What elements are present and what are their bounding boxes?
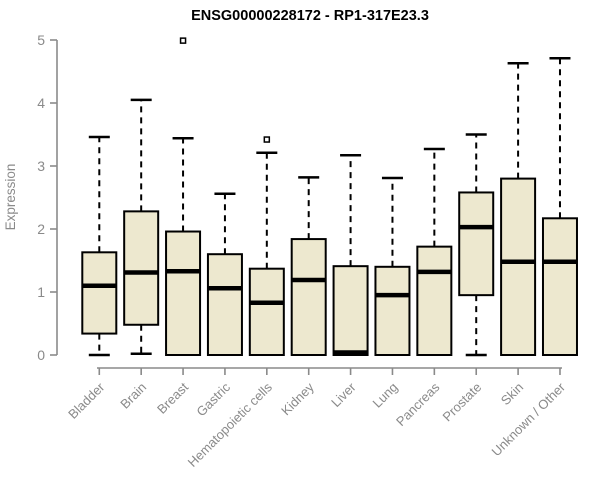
boxes [81,37,578,357]
x-category-label: Prostate [439,380,484,425]
box-bladder [81,135,118,357]
box-rect [290,238,327,356]
box-rect [248,267,285,356]
box-kidney [290,176,327,356]
box-rect [458,191,495,297]
chart-title: ENSG00000228172 - RP1-317E23.3 [191,8,429,24]
box-lung [374,176,411,356]
box-brain [123,98,160,355]
y-axis-label: Expression [3,164,18,231]
box-breast [165,37,202,357]
box-gastric [206,192,243,356]
x-category-label: Liver [328,379,359,410]
x-category-label: Pancreas [393,379,443,429]
box-liver [332,154,369,357]
outlier-point [263,136,271,143]
box-skin [500,62,537,356]
box-rect [500,177,537,356]
box-rect [416,245,453,356]
box-rect [332,265,369,357]
x-category-label: Unknown / Other [489,379,569,459]
box-hematopoietic-cells [248,136,285,356]
box-prostate [458,133,495,357]
x-category-label: Kidney [278,379,317,418]
x-category-label: Skin [498,380,526,408]
y-tick-label: 0 [37,347,45,363]
y-tick-label: 1 [37,284,45,300]
box-rect [541,217,578,356]
x-category-label: Bladder [65,379,108,422]
y-tick-label: 5 [37,32,45,48]
box-rect [123,210,160,326]
y-tick-label: 4 [37,95,45,111]
box-rect [81,251,118,335]
box-unknown-other [541,57,578,356]
outlier-point [179,37,187,44]
box-pancreas [416,147,453,356]
y-tick-label: 2 [37,221,45,237]
box-rect [165,230,202,357]
x-category-label: Brain [117,380,149,412]
x-category-label: Gastric [193,379,233,419]
box-rect [374,265,411,356]
box-rect [206,253,243,356]
y-tick-label: 3 [37,158,45,174]
x-category-label: Breast [154,379,191,416]
x-category-label: Lung [370,380,401,411]
